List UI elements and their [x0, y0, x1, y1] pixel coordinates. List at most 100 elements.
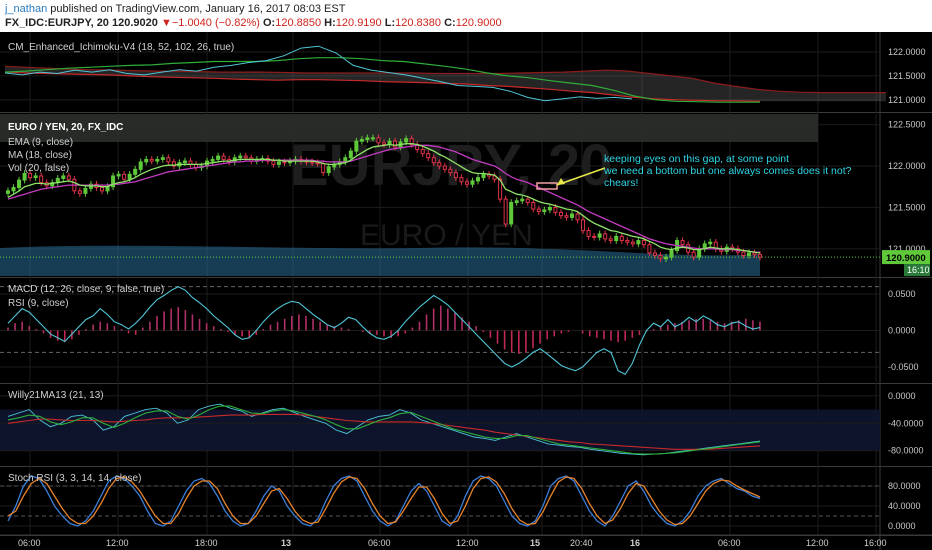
x-tick-label: 12:00	[456, 538, 479, 548]
stoch-k-line	[7, 475, 761, 527]
close-label: C:	[444, 17, 456, 29]
candle-body	[348, 150, 353, 159]
y-tick-label: 0.0000	[888, 521, 916, 531]
candle-body	[404, 138, 409, 143]
candle-body	[77, 190, 82, 194]
candle-body	[542, 209, 547, 213]
candle-body	[448, 168, 453, 174]
candle-body	[310, 161, 315, 164]
y-tick-label: 0.0000	[888, 326, 916, 336]
x-tick-label: 12:00	[806, 538, 829, 548]
x-tick-label: 15	[530, 538, 540, 548]
candle-body	[564, 215, 569, 218]
candle-body	[459, 177, 464, 183]
annotation-text: keeping eyes on this gap, at some point	[604, 153, 789, 165]
candle-body	[354, 140, 359, 152]
candle-body	[39, 175, 44, 184]
ma-line	[7, 144, 760, 253]
willy-line	[7, 405, 761, 455]
annotation-text: chears!	[604, 177, 638, 189]
y-tick-label: 122.5000	[888, 120, 926, 130]
rsi-legend: RSI (9, close)	[8, 298, 69, 309]
indicator-legend: Vol (20, false)	[8, 163, 69, 174]
y-tick-label: -0.0500	[888, 362, 919, 372]
candle-body	[614, 235, 619, 242]
candle-body	[608, 238, 613, 242]
x-tick-label: 18:00	[195, 538, 218, 548]
candle-body	[221, 155, 226, 160]
candle-body	[127, 173, 132, 180]
y-tick-label: -40.0000	[888, 418, 924, 428]
candle-body	[503, 198, 508, 225]
willy-line	[7, 403, 761, 456]
candle-body	[282, 161, 287, 164]
candle-body	[393, 140, 398, 148]
candle-body	[116, 173, 121, 177]
candle-body	[636, 240, 641, 245]
ichimoku-kijun	[4, 71, 761, 102]
x-tick-label: 20:40	[570, 538, 593, 548]
candle-body	[619, 235, 624, 242]
candle-body	[66, 175, 71, 180]
candle-body	[271, 160, 276, 165]
open-label: O:	[262, 17, 276, 29]
author-link[interactable]: j_nathan	[5, 3, 48, 15]
candle-body	[326, 166, 331, 174]
candle-body	[630, 241, 635, 245]
willy-line	[7, 413, 761, 450]
candle-body	[603, 233, 608, 240]
ichimoku-senkou-b	[4, 65, 886, 94]
candle-body	[33, 175, 38, 179]
x-tick-label: 06:00	[718, 538, 741, 548]
willy-title: Willy21MA13 (21, 13)	[8, 390, 104, 401]
last-price: 120.9020	[112, 17, 158, 29]
y-tick-label: 0.0500	[888, 289, 916, 299]
candle-body	[149, 158, 154, 162]
x-tick-label: 06:00	[18, 538, 41, 548]
candle-body	[586, 230, 591, 237]
candle-body	[757, 254, 763, 258]
last-price-label: 120.9000	[886, 253, 926, 264]
candle-body	[359, 139, 364, 142]
candle-body	[641, 240, 646, 246]
down-arrow-icon: ▼	[160, 17, 172, 29]
volume-area	[0, 245, 760, 276]
y-tick-label: 122.0000	[888, 161, 926, 171]
willy-band	[0, 409, 880, 451]
annotation-arrow	[556, 167, 606, 186]
candle-body	[171, 161, 176, 167]
candle-body	[381, 142, 387, 145]
y-tick-label: 122.0000	[888, 47, 926, 57]
candle-body	[531, 201, 536, 210]
candle-body	[481, 173, 486, 179]
candle-body	[182, 160, 187, 164]
candle-body	[210, 158, 215, 162]
indicator-legend: EMA (9, close)	[8, 137, 73, 148]
price-change: −1.0040 (−0.82%)	[171, 17, 260, 29]
candle-body	[442, 165, 447, 170]
candle-body	[597, 233, 602, 238]
y-tick-label: 121.5000	[888, 71, 926, 81]
candle-body	[752, 252, 757, 256]
chart-area[interactable]: 122.0000 121.5000 121.0000 CM_Enhanced_Ichi…	[0, 32, 932, 550]
ichimoku-tenkan	[4, 57, 760, 103]
x-tick-label: 12:00	[106, 538, 129, 548]
stoch-title: Stoch RSI (3, 3, 14, 14, close)	[8, 473, 141, 484]
high-value: 120.9190	[335, 17, 382, 29]
close-value: 120.9000	[455, 17, 502, 29]
candle-body	[99, 187, 105, 192]
candle-body	[514, 200, 519, 203]
countdown-box	[904, 264, 930, 277]
low-label: L:	[384, 17, 396, 29]
candle-body	[558, 211, 563, 217]
cloud-band	[0, 114, 818, 142]
candle-body	[680, 240, 685, 246]
candle-body	[475, 177, 481, 182]
quote-line: FX_IDC:EURJPY, 20 120.9020 ▼−1.0040 (−0.…	[5, 17, 502, 29]
y-tick-label: 40.0000	[888, 501, 921, 511]
y-tick-label: 121.0000	[888, 95, 926, 105]
annotation-text: we need a bottom but one always comes do…	[603, 165, 852, 177]
candle-body	[22, 172, 27, 181]
candle-body	[238, 155, 243, 159]
candle-body	[160, 157, 165, 160]
